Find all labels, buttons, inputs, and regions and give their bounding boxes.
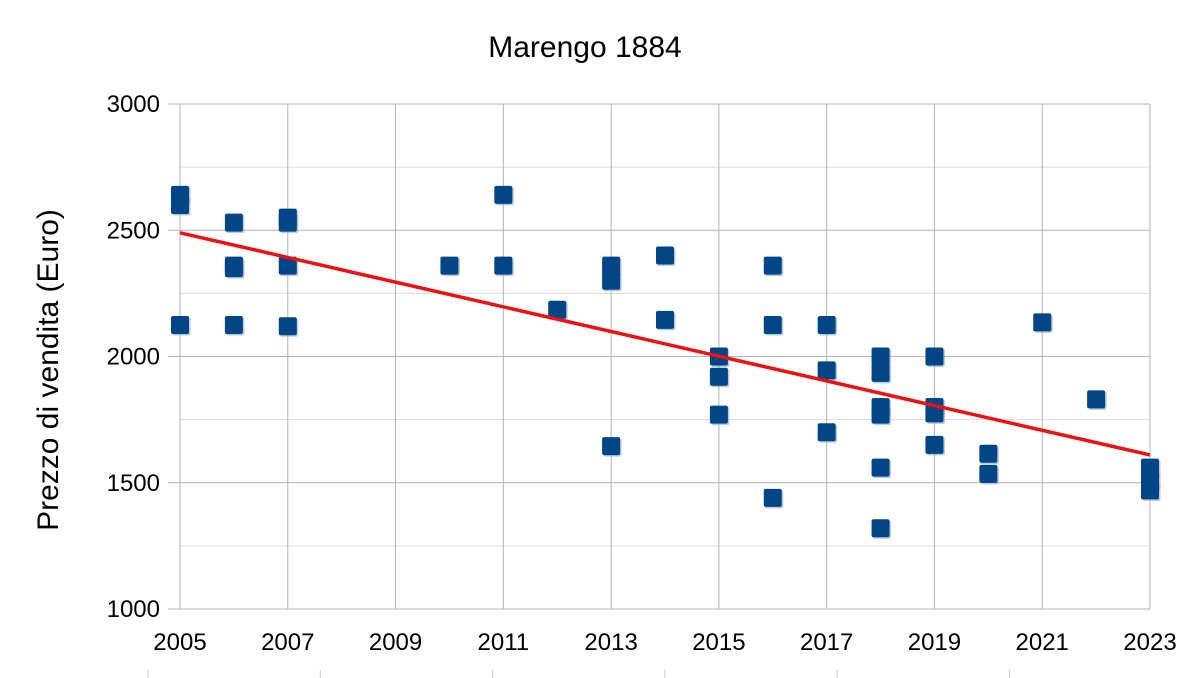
data-point: [871, 519, 890, 538]
x-tick-label: 2011: [478, 629, 530, 656]
x-tick-label: 2019: [908, 629, 961, 656]
data-point: [871, 363, 890, 382]
data-point: [709, 405, 728, 424]
x-tick-label: 2009: [369, 629, 422, 656]
y-tick-label: 2000: [107, 344, 160, 371]
x-tick-label: 2005: [153, 629, 206, 656]
x-tick-label: 2023: [1123, 629, 1176, 656]
data-point: [602, 256, 621, 275]
data-point: [817, 315, 836, 334]
data-point: [494, 185, 513, 204]
y-tick-label: 2500: [107, 217, 160, 244]
data-point: [278, 317, 297, 336]
data-point: [171, 315, 189, 334]
x-tick-label: 2017: [800, 629, 853, 656]
data-point: [602, 437, 621, 456]
data-point: [925, 435, 944, 454]
data-point: [548, 300, 567, 319]
data-point: [817, 361, 836, 380]
data-point: [871, 347, 890, 366]
chart-title: Marengo 1884: [488, 31, 681, 64]
x-tick-label: 2021: [1016, 629, 1069, 656]
data-point: [871, 405, 890, 424]
data-point: [224, 213, 243, 232]
y-tick-label: 3000: [107, 91, 160, 118]
data-point: [656, 310, 674, 329]
data-point: [224, 315, 243, 334]
data-points: [171, 185, 1161, 539]
data-point: [656, 246, 674, 265]
data-point: [763, 315, 782, 334]
data-point: [494, 256, 513, 275]
data-point: [1087, 390, 1106, 409]
x-tick-label: 2013: [584, 629, 637, 656]
y-tick-label: 1000: [107, 596, 160, 623]
data-point: [817, 423, 836, 442]
data-point: [763, 256, 782, 275]
trendline-line: [179, 231, 1151, 457]
grid-lines: [179, 103, 1151, 610]
y-axis-label: Prezzo di vendita (Euro): [32, 209, 65, 531]
data-point: [925, 404, 944, 423]
data-point: [171, 196, 189, 214]
data-point: [709, 367, 728, 386]
x-tick-label: 2015: [692, 629, 745, 656]
x-tick-labels: 2005 2007 2009 2011 2013 2015 2017 2019 2021 2023: [153, 629, 1176, 656]
data-point: [979, 444, 998, 463]
data-point: [979, 464, 998, 483]
axes: [147, 103, 1150, 678]
y-tick-label: 1500: [107, 470, 160, 497]
trendline: [179, 231, 1151, 457]
y-tick-labels: 1000 1500 2000 2500 3000: [107, 91, 160, 623]
data-point: [224, 259, 243, 278]
data-point: [1033, 313, 1052, 332]
data-point: [763, 488, 782, 507]
data-point: [440, 256, 459, 275]
data-point: [1141, 481, 1159, 500]
data-point: [278, 213, 297, 232]
data-point: [925, 347, 944, 366]
data-point: [278, 256, 297, 275]
data-point: [871, 458, 890, 477]
x-tick-label: 2007: [261, 629, 314, 656]
data-point: [602, 271, 621, 290]
